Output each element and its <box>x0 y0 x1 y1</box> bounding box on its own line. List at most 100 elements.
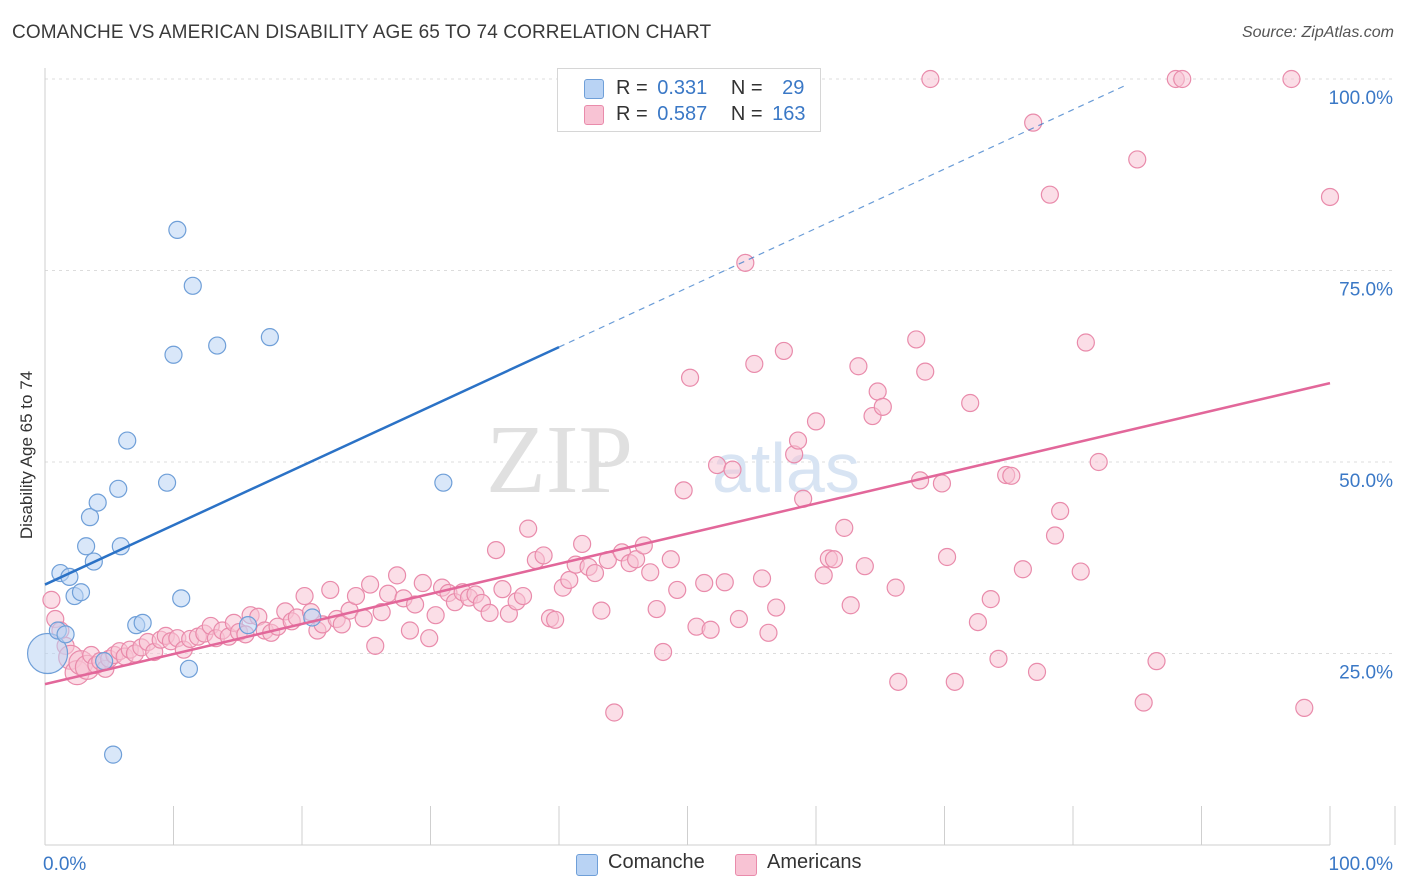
americans-point <box>968 612 988 632</box>
r-label: R = <box>616 103 648 125</box>
americans-point <box>387 566 407 585</box>
legend-text-americans: R = 0.587 N = 163 <box>616 103 806 126</box>
r-value: 0.331 <box>657 77 708 99</box>
americans-swatch <box>735 854 757 876</box>
americans-point <box>759 623 778 642</box>
americans-point <box>1024 113 1043 132</box>
x-tick-label: 100.0% <box>1329 854 1394 875</box>
comanche-point <box>179 659 199 678</box>
y-tick-label: 100.0% <box>1329 88 1394 109</box>
americans-point <box>413 573 432 593</box>
stats-legend: R = 0.331 N = 29 R = 0.587 N = 163 <box>557 68 821 132</box>
americans-point <box>736 253 755 272</box>
y-tick-label: 75.0% <box>1339 280 1393 301</box>
americans-point <box>945 672 964 691</box>
watermark-zip: ZIP <box>486 406 633 514</box>
americans-point <box>868 382 887 401</box>
y-tick-label: 50.0% <box>1339 471 1393 492</box>
americans-point <box>366 636 385 655</box>
americans-point <box>767 598 786 617</box>
americans-point <box>961 393 980 413</box>
comanche-point <box>434 473 453 492</box>
americans-point <box>937 547 957 567</box>
americans-point <box>1076 333 1095 352</box>
americans-point <box>647 599 666 619</box>
comanche-swatch <box>584 79 604 99</box>
americans-point <box>573 534 592 554</box>
americans-point <box>752 569 772 588</box>
comanche-points <box>26 220 453 764</box>
americans-point <box>723 460 742 479</box>
comanche-point <box>208 336 227 355</box>
americans-point <box>1040 185 1059 204</box>
americans-point <box>707 455 727 475</box>
americans-point <box>1282 69 1301 89</box>
comanche-point <box>104 745 123 764</box>
americans-point <box>592 601 611 620</box>
americans-point <box>1320 187 1340 207</box>
axes <box>44 68 1396 846</box>
americans-point <box>873 397 892 416</box>
tick-labels: 25.0% 50.0% 75.0% 100.0% 0.0% 100.0% <box>43 88 1393 875</box>
americans-point <box>346 586 366 606</box>
comanche-point <box>238 616 258 635</box>
americans-point <box>1013 560 1032 579</box>
bottom-legend-label: Comanche <box>608 851 705 873</box>
comanche-swatch <box>576 854 598 876</box>
americans-point <box>361 575 380 594</box>
americans-point <box>493 580 512 599</box>
legend-text-comanche: R = 0.331 N = 29 <box>616 77 804 100</box>
americans-point <box>889 672 908 691</box>
americans-point <box>426 606 445 625</box>
americans-point <box>405 595 425 614</box>
americans-point <box>701 620 720 639</box>
comanche-point <box>183 276 202 295</box>
americans-point <box>774 341 793 361</box>
americans-point <box>841 596 860 615</box>
americans-point <box>1295 698 1314 717</box>
americans-point <box>641 563 660 582</box>
americans-point <box>420 629 439 648</box>
americans-point <box>626 550 646 569</box>
comanche-trend-line <box>44 345 560 586</box>
americans-point <box>745 354 764 374</box>
americans-point <box>513 586 533 606</box>
comanche-point <box>164 345 183 364</box>
n-value: 163 <box>772 103 806 125</box>
americans-point <box>814 566 833 585</box>
americans-point <box>321 580 340 600</box>
americans-point <box>1089 452 1108 472</box>
americans-point <box>1071 562 1090 581</box>
comanche-point <box>133 613 152 632</box>
bottom-legend-comanche: Comanche <box>576 851 705 876</box>
gridlines <box>45 78 1395 654</box>
americans-point <box>715 573 734 592</box>
americans-points <box>42 69 1340 722</box>
americans-point <box>1051 501 1070 521</box>
n-label: N = <box>730 77 763 99</box>
comanche-point <box>77 537 96 556</box>
americans-point <box>932 474 952 493</box>
americans-point <box>661 550 680 569</box>
americans-point <box>806 412 826 431</box>
americans-point <box>788 431 808 450</box>
americans-point <box>1002 466 1021 485</box>
americans-point <box>855 557 874 576</box>
americans-point <box>486 540 506 560</box>
comanche-point <box>172 589 191 608</box>
americans-point <box>989 649 1008 668</box>
americans-point <box>695 573 714 593</box>
americans-point <box>653 642 673 662</box>
americans-point <box>42 590 61 609</box>
comanche-point <box>88 493 107 512</box>
y-tick-label: 25.0% <box>1339 663 1393 684</box>
americans-point <box>295 586 314 606</box>
comanche-trend-extension <box>558 85 1125 348</box>
americans-point <box>921 69 940 89</box>
americans-point <box>378 584 398 603</box>
y-axis-label: Disability Age 65 to 74 <box>17 370 36 540</box>
americans-point <box>546 610 565 629</box>
americans-point <box>1128 150 1147 169</box>
comanche-point <box>260 328 279 347</box>
